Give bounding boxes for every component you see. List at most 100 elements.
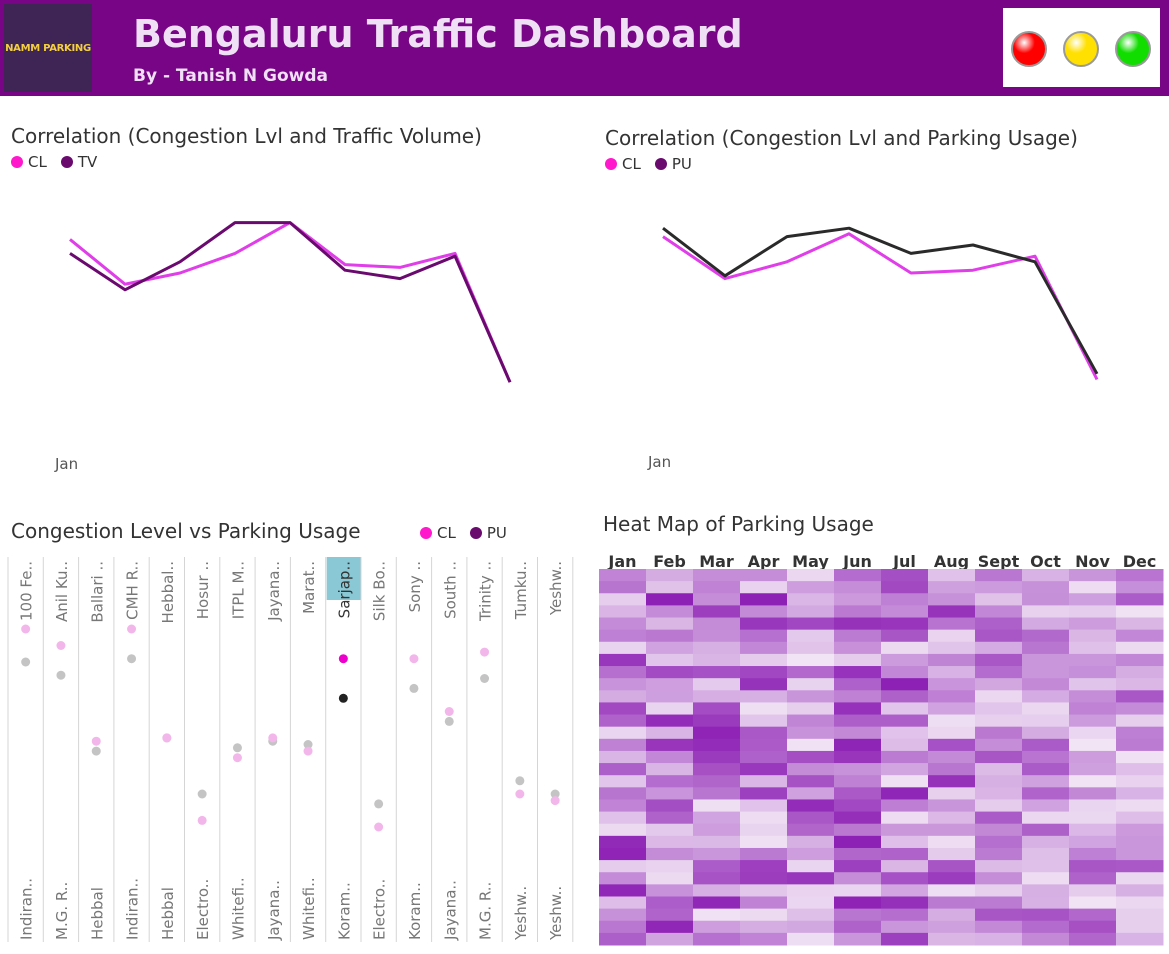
heatmap-cell[interactable] [599, 593, 647, 606]
heatmap-cell[interactable] [693, 605, 741, 619]
heatmap-cell[interactable] [599, 605, 647, 619]
heatmap-cell[interactable] [1116, 908, 1164, 922]
heatmap-cell[interactable] [975, 714, 1023, 728]
heatmap-cell[interactable] [928, 787, 976, 800]
heatmap-cell[interactable] [881, 860, 929, 873]
heatmap-cell[interactable] [740, 617, 788, 631]
heatmap-cell[interactable] [1116, 714, 1164, 728]
heatmap-cell[interactable] [1069, 884, 1117, 897]
heatmap-cell[interactable] [693, 690, 741, 703]
heatmap-cell[interactable] [599, 641, 647, 655]
heatmap-cell[interactable] [834, 629, 882, 643]
heatmap-cell[interactable] [881, 908, 929, 922]
heatmap-cell[interactable] [1116, 653, 1164, 667]
pu-point[interactable] [338, 693, 348, 703]
heatmap-cell[interactable] [975, 617, 1023, 631]
column-label-bottom[interactable]: Yeshw.. [512, 886, 530, 941]
heatmap-cell[interactable] [1116, 763, 1164, 776]
heatmap-cell[interactable] [881, 823, 929, 837]
heatmap-cell[interactable] [1116, 787, 1164, 800]
heatmap-cell[interactable] [599, 690, 647, 703]
heatmap-cell[interactable] [1022, 666, 1070, 679]
heatmap-cell[interactable] [693, 581, 741, 594]
heatmap-cell[interactable] [1116, 569, 1164, 582]
heatmap-cell[interactable] [834, 835, 882, 849]
heatmap-cell[interactable] [975, 884, 1023, 897]
heatmap-cell[interactable] [975, 847, 1023, 861]
heatmap-cell[interactable] [1022, 641, 1070, 655]
heatmap-cell[interactable] [599, 763, 647, 776]
column-label-bottom[interactable]: Koram.. [406, 882, 424, 940]
heatmap-cell[interactable] [787, 750, 835, 764]
heatmap-cell[interactable] [1116, 726, 1164, 740]
column-label-top[interactable]: South .. [441, 561, 459, 619]
column-label-bottom[interactable]: M.G. R.. [53, 882, 71, 940]
heatmap-cell[interactable] [1116, 799, 1164, 813]
heatmap-cell[interactable] [787, 932, 835, 946]
column-label-bottom[interactable]: Yeshw.. [547, 886, 565, 941]
heatmap-cell[interactable] [881, 787, 929, 800]
heatmap-cell[interactable] [1069, 811, 1117, 825]
heatmap-cell[interactable] [693, 872, 741, 885]
heatmap-cell[interactable] [834, 750, 882, 764]
heatmap-cell[interactable] [599, 823, 647, 837]
heatmap-cell[interactable] [646, 629, 694, 643]
cl-point[interactable] [127, 624, 137, 634]
heatmap-cell[interactable] [599, 714, 647, 728]
heatmap-cell[interactable] [787, 763, 835, 776]
heatmap-cell[interactable] [787, 872, 835, 885]
heatmap-cell[interactable] [646, 835, 694, 849]
heatmap-cell[interactable] [740, 702, 788, 716]
heatmap-cell[interactable] [1022, 738, 1070, 752]
heatmap-cell[interactable] [1069, 605, 1117, 619]
heatmap-cell[interactable] [1069, 714, 1117, 728]
heatmap-cell[interactable] [787, 847, 835, 861]
heatmap-cell[interactable] [1069, 896, 1117, 910]
heatmap-cell[interactable] [1022, 605, 1070, 619]
heatmap-cell[interactable] [740, 932, 788, 946]
heatmap-cell[interactable] [787, 666, 835, 679]
heatmap-cell[interactable] [646, 702, 694, 716]
heatmap-cell[interactable] [975, 569, 1023, 582]
cl-point[interactable] [374, 822, 384, 832]
heatmap-cell[interactable] [693, 738, 741, 752]
heatmap-cell[interactable] [928, 860, 976, 873]
column-label-bottom[interactable]: Hebbal [159, 887, 177, 940]
heatmap-cell[interactable] [928, 617, 976, 631]
heatmap-cell[interactable] [740, 581, 788, 594]
heatmap-cell[interactable] [599, 787, 647, 800]
heatmap-cell[interactable] [1116, 666, 1164, 679]
heatmap-cell[interactable] [881, 666, 929, 679]
heatmap-cell[interactable] [1069, 726, 1117, 740]
heatmap-cell[interactable] [1116, 835, 1164, 849]
heatmap-cell[interactable] [740, 714, 788, 728]
heatmap-cell[interactable] [646, 605, 694, 619]
heatmap-cell[interactable] [646, 726, 694, 740]
heatmap-cell[interactable] [928, 835, 976, 849]
heatmap-cell[interactable] [834, 738, 882, 752]
heatmap-cell[interactable] [1116, 750, 1164, 764]
heatmap-cell[interactable] [928, 593, 976, 606]
heatmap-cell[interactable] [1069, 617, 1117, 631]
heatmap-cell[interactable] [1116, 860, 1164, 873]
heatmap-cell[interactable] [693, 787, 741, 800]
column-label-top[interactable]: Sarjap.. [335, 561, 353, 618]
heatmap-cell[interactable] [928, 872, 976, 885]
heatmap-cell[interactable] [599, 835, 647, 849]
heatmap-cell[interactable] [975, 811, 1023, 825]
heatmap-cell[interactable] [1069, 799, 1117, 813]
heatmap-cell[interactable] [881, 811, 929, 825]
pu-point[interactable] [480, 674, 490, 683]
heatmap-cell[interactable] [975, 702, 1023, 716]
column-label-top[interactable]: Hebbal.. [159, 561, 177, 623]
heatmap-cell[interactable] [599, 666, 647, 679]
heatmap-cell[interactable] [646, 617, 694, 631]
pu-point[interactable] [232, 743, 242, 753]
heatmap-cell[interactable] [740, 884, 788, 897]
cl-point[interactable] [232, 753, 242, 763]
heatmap-cell[interactable] [693, 799, 741, 813]
cl-point[interactable] [550, 796, 560, 806]
heatmap-cell[interactable] [881, 690, 929, 703]
heatmap-cell[interactable] [1069, 593, 1117, 606]
heatmap-cell[interactable] [834, 932, 882, 946]
